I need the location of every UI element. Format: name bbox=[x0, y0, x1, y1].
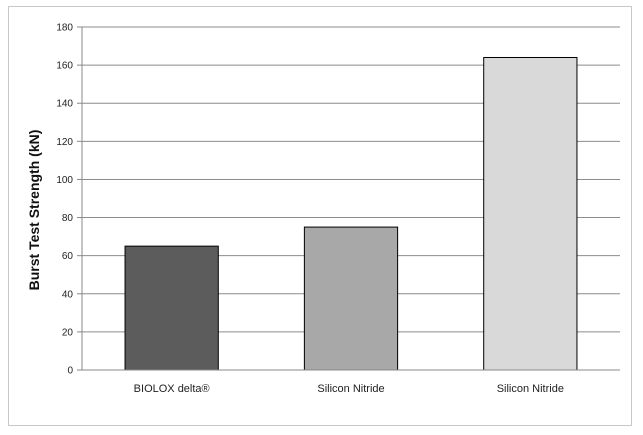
y-tick-labels: 0 20 40 60 80 100 120 140 160 180 bbox=[56, 23, 73, 377]
bar bbox=[303, 226, 399, 371]
y-tick-label: 20 bbox=[62, 327, 74, 338]
y-tick-label: 180 bbox=[56, 23, 73, 34]
y-tick-label: 0 bbox=[67, 366, 73, 377]
bar bbox=[483, 56, 578, 371]
x-category-label: BIOLOX delta® bbox=[134, 383, 210, 395]
y-tick-label: 40 bbox=[62, 289, 74, 300]
y-tick-label: 140 bbox=[56, 99, 73, 110]
y-axis-label: Burst Test Strength (kN) bbox=[26, 130, 42, 291]
y-tick-label: 60 bbox=[62, 251, 74, 262]
y-tick-label: 100 bbox=[56, 175, 73, 186]
bars bbox=[124, 56, 578, 371]
bar bbox=[124, 245, 219, 371]
y-tick-label: 160 bbox=[56, 61, 73, 72]
x-category-label: Silicon Nitride bbox=[497, 383, 564, 395]
x-category-label: Silicon Nitride bbox=[317, 383, 384, 395]
x-category-labels: BIOLOX delta® Silicon Nitride Silicon Nitr… bbox=[134, 383, 564, 395]
y-tick-label: 120 bbox=[56, 137, 73, 148]
y-tick-label: 80 bbox=[62, 213, 74, 224]
